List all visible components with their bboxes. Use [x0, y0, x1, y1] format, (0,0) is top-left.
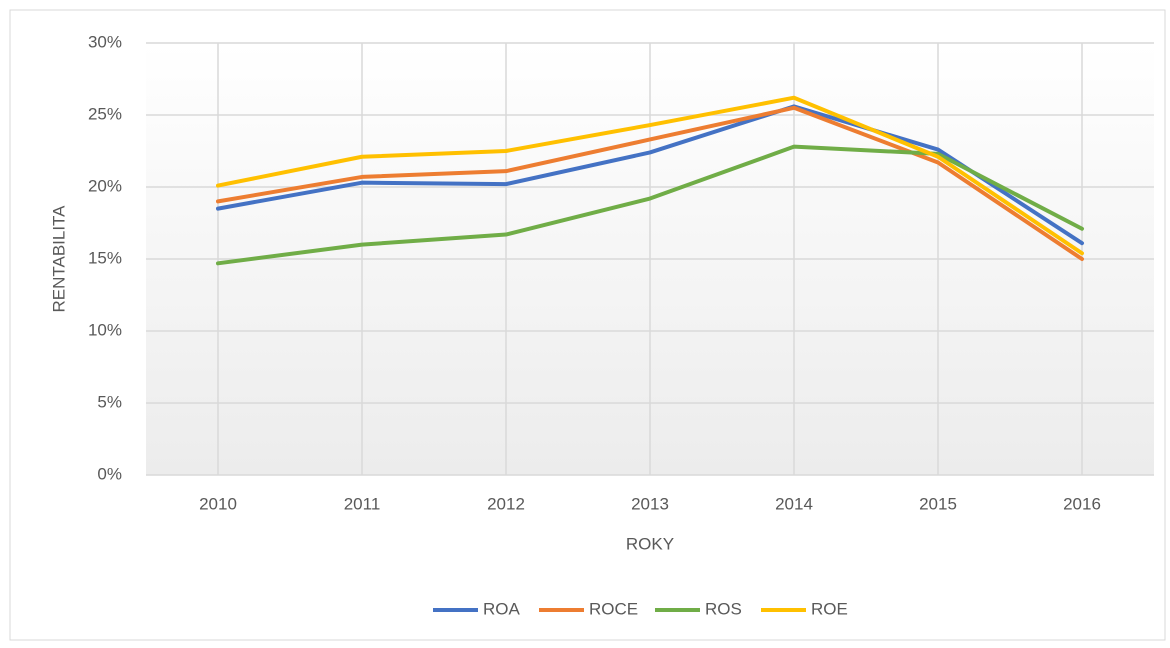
series-line — [216, 104, 1084, 246]
legend-label: ROS — [705, 599, 742, 618]
y-tick-label: 0% — [97, 464, 122, 483]
legend-label: ROE — [811, 599, 848, 618]
series-line — [216, 144, 1084, 266]
x-tick-label: 2016 — [1063, 494, 1101, 513]
y-tick-label: 25% — [88, 104, 122, 123]
y-tick-label: 30% — [88, 32, 122, 51]
series-line — [216, 95, 1084, 256]
x-tick-label: 2010 — [199, 494, 237, 513]
x-tick-label: 2015 — [919, 494, 957, 513]
legend-label: ROA — [483, 599, 521, 618]
x-axis-label: ROKY — [626, 534, 674, 553]
y-tick-label: 10% — [88, 320, 122, 339]
x-tick-label: 2013 — [631, 494, 669, 513]
legend-label: ROCE — [589, 599, 638, 618]
y-tick-label: 20% — [88, 176, 122, 195]
x-tick-label: 2012 — [487, 494, 525, 513]
y-tick-label: 5% — [97, 392, 122, 411]
x-tick-label: 2014 — [775, 494, 813, 513]
x-tick-label: 2011 — [344, 494, 381, 513]
series-line — [216, 105, 1084, 261]
y-axis-label: RENTABILITA — [49, 205, 68, 313]
y-tick-label: 15% — [88, 248, 122, 267]
